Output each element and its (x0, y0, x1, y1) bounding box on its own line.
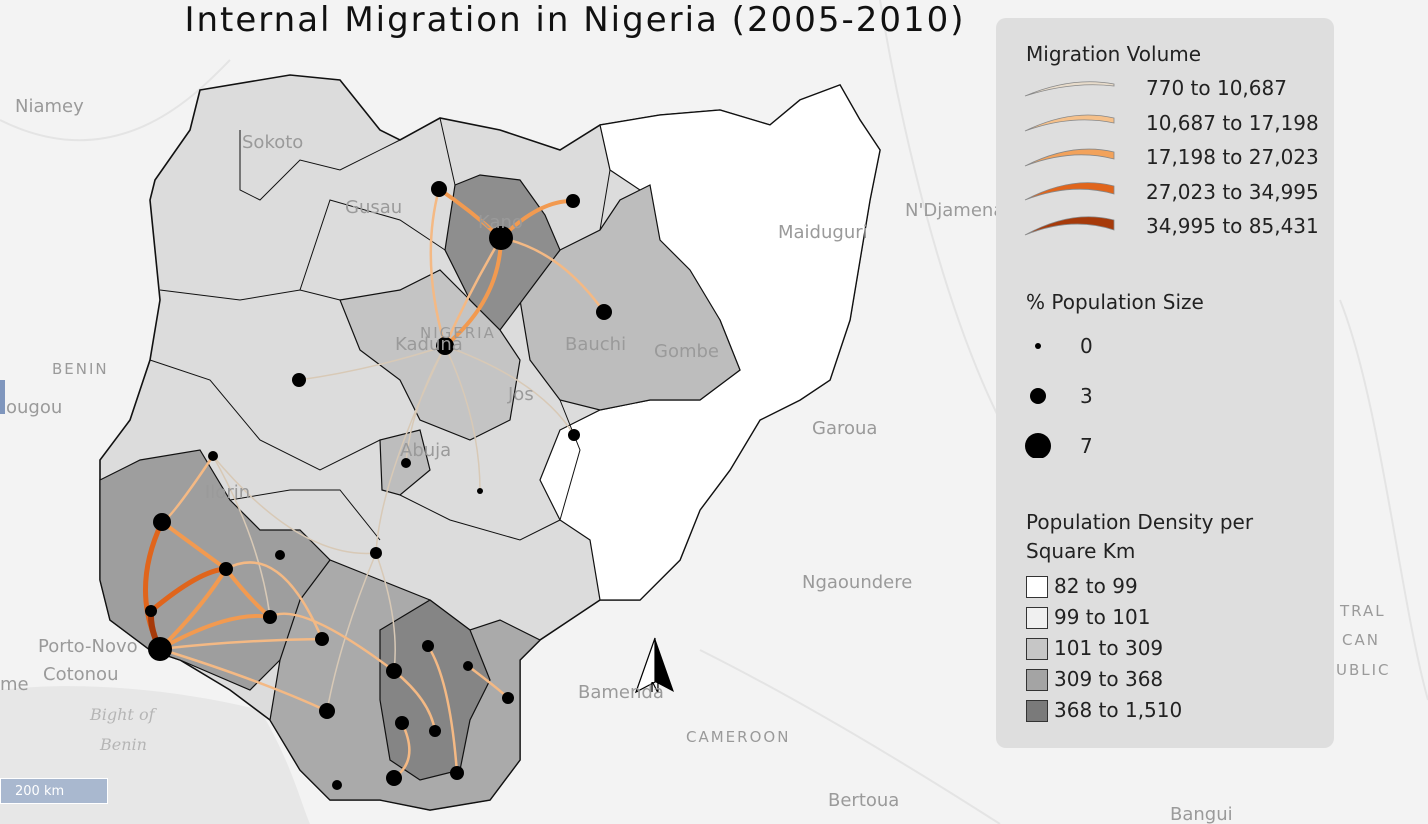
place-label: Bangui (1170, 804, 1233, 824)
legend-item: 3 (1080, 384, 1093, 408)
flow-swatch (1024, 182, 1115, 201)
map-labels: Niamey Sokoto Gusau Kano Maiduguri N'Dja… (0, 96, 1391, 824)
flow-swatch (1024, 148, 1115, 167)
legend-item: 10,687 to 17,198 (1146, 111, 1319, 135)
legend-item: 27,023 to 34,995 (1146, 180, 1319, 204)
legend-item: 34,995 to 85,431 (1146, 214, 1319, 238)
bauchi-region (519, 184, 741, 411)
north-arrow: N (634, 637, 674, 696)
density-swatch (1026, 607, 1048, 629)
place-label: Niamey (15, 96, 84, 117)
legend-item: 770 to 10,687 (1146, 76, 1287, 100)
place-label: Cotonou (43, 664, 118, 685)
place-label: TRAL (1339, 602, 1386, 620)
population-dots (145, 181, 612, 790)
place-label: Benin (99, 735, 147, 754)
legend-item: 101 to 309 (1054, 636, 1164, 660)
size-swatches (1025, 343, 1051, 458)
place-label: Bight of (89, 705, 158, 724)
place-label: Bertoua (828, 790, 899, 811)
side-handle (0, 380, 5, 414)
place-label: me (0, 674, 29, 695)
place-label: Kano (478, 212, 523, 233)
place-label: CAN (1342, 631, 1380, 649)
legend-title: Population Density per Square Km (1026, 510, 1254, 563)
place-label: Maiduguri (778, 222, 868, 243)
place-label: Gombe (654, 341, 719, 362)
place-label: Gusau (345, 197, 402, 218)
flow-swatch (1024, 216, 1115, 236)
place-label: Porto-Novo (38, 636, 138, 657)
size-swatch (1025, 433, 1051, 458)
state-borders (149, 117, 611, 541)
place-label: UBLIC (1336, 661, 1391, 679)
north-label: N (650, 681, 660, 696)
place-label: BENIN (52, 360, 109, 378)
size-swatch (1035, 343, 1041, 349)
flow-swatches (1024, 81, 1115, 236)
place-label: ougou (6, 397, 62, 418)
place-label: Jos (507, 384, 534, 405)
legend-item: 17,198 to 27,023 (1146, 145, 1319, 169)
flows (143, 187, 606, 780)
scale-bar: 200 km (0, 778, 108, 804)
place-label: N'Djamena (905, 200, 1004, 221)
place-label: NIGERIA (420, 324, 496, 342)
legend-title: % Population Size (1026, 290, 1204, 314)
density-swatch (1026, 638, 1048, 660)
place-label: Ngaoundere (802, 572, 912, 593)
legend-item: 99 to 101 (1054, 605, 1151, 629)
place-label: Bauchi (565, 334, 626, 355)
legend-title: Migration Volume (1026, 42, 1202, 66)
legend-item: 368 to 1,510 (1054, 698, 1183, 722)
density-swatch (1026, 669, 1048, 691)
size-swatch (1030, 388, 1046, 404)
flow-swatch (1024, 81, 1115, 97)
density-swatch (1026, 700, 1048, 722)
flow-swatch (1024, 114, 1115, 132)
place-label: Ilorin (205, 482, 250, 503)
legend-item: 82 to 99 (1054, 574, 1138, 598)
legend-item: 7 (1080, 434, 1093, 458)
place-label: Kaduna (395, 334, 463, 355)
place-label: Abuja (400, 440, 451, 461)
place-label: Bamenda (578, 682, 664, 703)
legend-item: 0 (1080, 334, 1093, 358)
place-label: Sokoto (242, 132, 303, 153)
legend: Migration Volume 770 to 10,687 10,687 to… (996, 18, 1334, 748)
legend-item: 309 to 368 (1054, 667, 1164, 691)
density-swatch (1026, 576, 1048, 598)
map-title: Internal Migration in Nigeria (2005-2010… (184, 0, 966, 40)
place-label: Garoua (812, 418, 877, 439)
place-label: CAMEROON (686, 728, 790, 746)
